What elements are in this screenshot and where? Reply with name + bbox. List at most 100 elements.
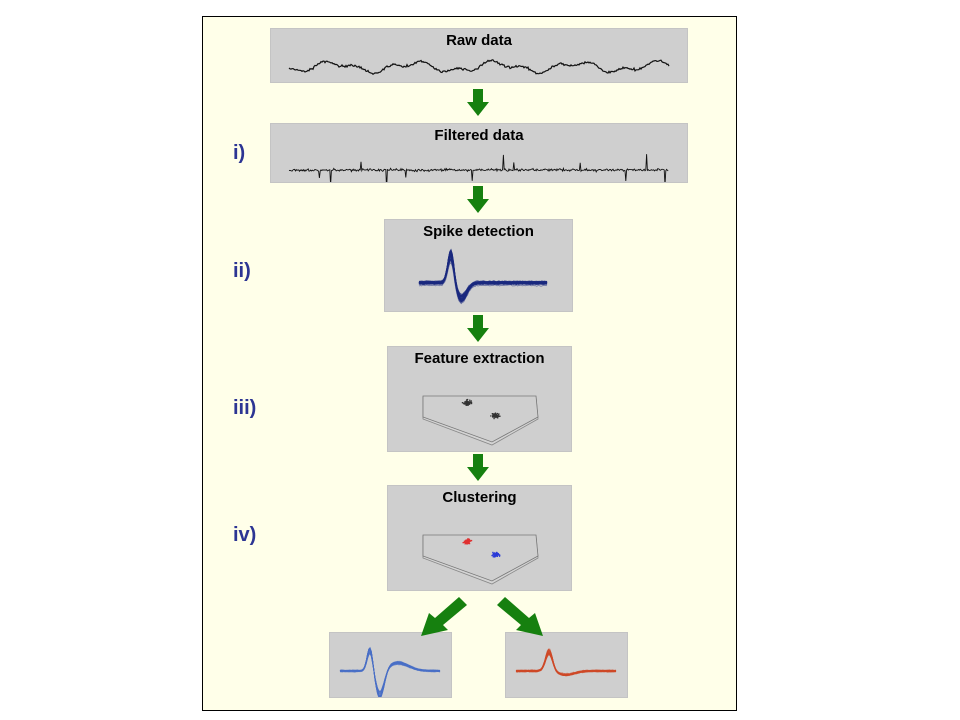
waveform-trace: [339, 647, 441, 697]
scatter-point: [466, 404, 468, 406]
feature-plane: [422, 534, 539, 582]
waveform-trace: [340, 647, 441, 697]
waveform-trace: [418, 253, 548, 301]
scatter-point: [492, 551, 494, 554]
waveform-trace: [419, 254, 548, 298]
scatter-point: [470, 539, 473, 542]
down-arrow-icon: [467, 89, 489, 116]
feature-extraction-title: Feature extraction: [414, 350, 545, 367]
raw-data-title: Raw data: [446, 32, 512, 49]
waveform-trace: [418, 257, 548, 297]
down-arrow-icon: [467, 186, 489, 213]
scatter-point: [495, 414, 497, 416]
scatter-point: [468, 402, 470, 404]
spike-waveforms: [418, 248, 548, 305]
waveform-trace: [418, 258, 548, 299]
scatter-point: [468, 542, 471, 545]
scatter-point: [469, 539, 471, 541]
scatter-point: [467, 540, 470, 542]
scatter-point: [490, 415, 492, 417]
waveform-trace: [418, 255, 548, 303]
waveform-trace: [339, 647, 441, 697]
scatter-point: [465, 542, 467, 544]
waveform-trace: [418, 258, 548, 301]
waveform-trace: [339, 652, 441, 694]
waveform-trace: [418, 258, 548, 296]
step-label-i: i): [233, 142, 246, 164]
scatter-point: [466, 399, 468, 401]
waveform-trace: [419, 257, 548, 296]
scatter-point: [470, 402, 473, 405]
scatter-point: [499, 554, 501, 556]
feature-extraction-panel: Feature extraction: [387, 346, 572, 452]
unit-red-panel: [505, 632, 628, 698]
waveform-trace: [418, 254, 548, 298]
scatter-point: [470, 401, 472, 404]
waveform-trace: [418, 252, 548, 302]
waveform-trace: [418, 254, 548, 299]
scatter-point: [468, 542, 470, 545]
waveform-trace: [418, 248, 548, 297]
waveform-trace: [418, 254, 548, 297]
feature-plane: [467, 454, 489, 481]
scatter-point: [468, 540, 470, 543]
scatter-point: [493, 413, 495, 415]
waveform-trace: [418, 255, 548, 301]
waveform-trace: [418, 248, 548, 297]
waveform-trace: [418, 255, 548, 304]
scatter-point: [465, 400, 468, 402]
diagonal-arrow-left-icon: [421, 597, 467, 636]
scatter-point: [464, 542, 466, 544]
waveform-trace: [418, 248, 548, 297]
scatter-point: [464, 540, 466, 542]
waveform-trace: [418, 253, 548, 297]
clustering-panel: Clustering: [387, 485, 572, 591]
scatter-point: [466, 398, 469, 401]
waveform-trace: [418, 262, 548, 305]
scatter-point: [493, 417, 495, 420]
scatter-point: [492, 554, 494, 556]
scatter-point: [466, 542, 468, 545]
waveform-trace: [418, 255, 548, 301]
waveform-trace: [515, 654, 617, 677]
raw-data-panel: Raw data: [270, 28, 688, 83]
waveform-trace: [339, 649, 440, 696]
scatter-point: [498, 415, 500, 417]
scatter-point: [493, 417, 495, 419]
scatter-point: [467, 539, 470, 541]
scatter-point: [491, 554, 493, 557]
feature-scatter-plot: [422, 395, 539, 446]
step-label-ii: ii): [233, 260, 251, 282]
waveform-trace: [418, 253, 548, 301]
scatter-point: [496, 553, 498, 555]
waveform-trace: [339, 647, 441, 697]
raw-data-trace: [288, 59, 670, 75]
scatter-point: [465, 539, 467, 541]
scatter-point: [496, 412, 498, 415]
waveform-trace: [418, 254, 547, 302]
unit-blue-panel: [329, 632, 452, 698]
scatter-point: [469, 399, 471, 401]
waveform-trace: [339, 649, 441, 697]
waveform-trace: [288, 59, 670, 75]
waveform-trace: [418, 254, 547, 301]
scatter-point: [468, 541, 470, 543]
waveform-trace: [419, 259, 548, 297]
scatter-point: [499, 415, 501, 417]
scatter-point: [492, 556, 494, 558]
scatter-point: [468, 401, 470, 403]
down-arrow-icon: [467, 454, 489, 481]
waveform-trace: [418, 258, 548, 302]
scatter-point: [494, 415, 497, 418]
waveform-trace: [418, 254, 548, 301]
scatter-point: [461, 402, 464, 404]
waveform-trace: [339, 648, 441, 697]
waveform-trace: [418, 252, 548, 297]
waveform-trace: [418, 252, 548, 303]
scatter-point: [495, 413, 498, 416]
waveform-trace: [419, 254, 548, 302]
waveform-trace: [515, 650, 617, 675]
scatter-point: [494, 552, 497, 554]
unit-red-waveforms: [515, 648, 617, 677]
scatter-point: [470, 401, 473, 404]
